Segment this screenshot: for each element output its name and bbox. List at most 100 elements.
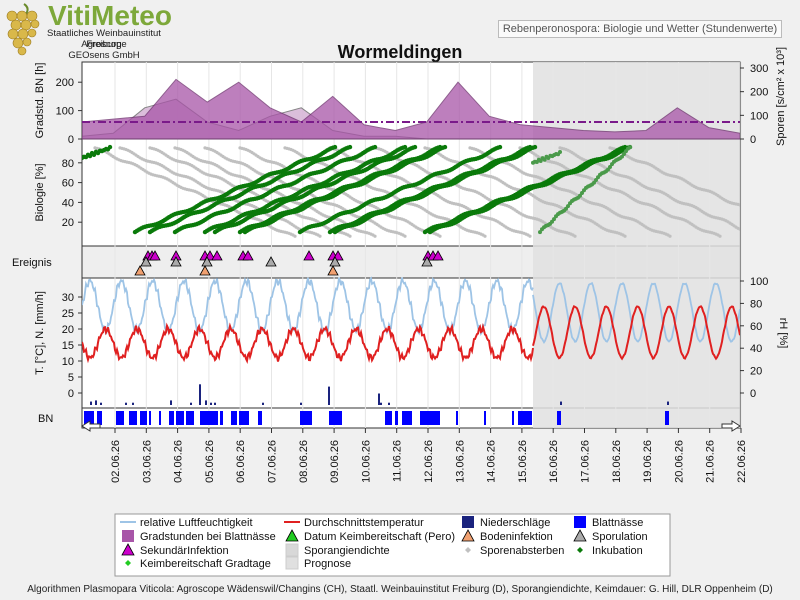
x-tick-label: 07.06.26 <box>267 440 279 483</box>
footer-credits: Algorithmen Plasmopara Viticola: Agrosco… <box>27 584 773 595</box>
bio-point <box>538 230 542 235</box>
humidity-forecast-line <box>532 281 740 345</box>
wetness-bar <box>149 411 151 425</box>
bio-point <box>754 212 757 215</box>
x-tick-label: 19.06.26 <box>642 440 654 483</box>
bio-point <box>558 150 562 154</box>
y-tick-label: 20 <box>750 366 762 378</box>
grape-logo-icon <box>6 3 40 56</box>
bio-point <box>573 234 577 238</box>
panel-label: Ereignis <box>12 257 52 269</box>
x-tick-label: 22.06.26 <box>736 440 748 483</box>
wetness-bar <box>402 411 412 425</box>
bio-point <box>794 230 797 233</box>
incubation-series <box>147 144 353 235</box>
legend-symbol <box>465 547 471 553</box>
legend-symbol <box>573 529 587 542</box>
y-tick-label: 25 <box>62 308 74 320</box>
page-title: Wormeldingen <box>337 42 463 62</box>
panel-label: BN <box>38 413 53 425</box>
rain-bar <box>205 400 207 405</box>
bio-point <box>762 216 765 219</box>
legend-symbol <box>285 556 299 570</box>
wetness-bar <box>116 411 124 425</box>
x-tick-label: 15.06.26 <box>517 440 529 483</box>
rain-bar <box>210 402 212 405</box>
event-sekundar-marker <box>432 250 444 261</box>
wetness-bar <box>176 411 184 425</box>
wetness-bar <box>395 411 398 425</box>
bio-point <box>756 213 759 216</box>
bio-point <box>347 144 353 150</box>
bio-point <box>774 219 777 222</box>
event-sporulation-marker <box>201 256 213 267</box>
legend-label: Sporangiendichte <box>304 545 390 557</box>
bio-point <box>293 234 297 238</box>
x-tick-label: 12.06.26 <box>423 440 435 483</box>
bio-point <box>746 230 749 233</box>
event-bodeninf-marker <box>134 265 146 276</box>
wetness-bar <box>385 411 392 425</box>
rain-bar <box>328 386 330 405</box>
incubation-series <box>242 144 448 235</box>
wetness-bar <box>300 411 312 425</box>
y-tick-label: 0 <box>750 388 756 400</box>
bio-point <box>788 228 791 231</box>
wetness-bar <box>420 411 440 425</box>
rain-bar <box>214 402 216 405</box>
x-tick-label: 16.06.26 <box>548 440 560 483</box>
bio-point <box>332 144 338 150</box>
y-axis-label: Sporen [s/cm² x 10³] <box>775 47 787 146</box>
bio-point <box>772 218 775 221</box>
bio-point <box>764 216 767 219</box>
bio-point <box>528 234 532 238</box>
legend-label: Inkubation <box>592 545 643 557</box>
rain-bar <box>388 402 390 405</box>
bio-point <box>668 234 672 238</box>
rain-bar <box>100 402 102 405</box>
x-tick-label: 04.06.26 <box>173 440 185 483</box>
bio-point <box>756 233 759 236</box>
y-tick-label: 20 <box>62 217 74 229</box>
x-tick-label: 13.06.26 <box>454 440 466 483</box>
bio-point <box>796 230 799 233</box>
bio-point <box>318 234 322 238</box>
y-tick-label: 80 <box>750 298 762 310</box>
bio-point <box>738 203 740 207</box>
wetness-bar <box>186 411 194 425</box>
bio-point <box>566 204 570 209</box>
y-axis-label: Gradstd. BN [h] <box>34 63 46 139</box>
legend-symbol <box>461 529 475 542</box>
legend-label: SekundärInfektion <box>140 545 229 557</box>
scroll-right-icon <box>721 420 741 432</box>
incubation-series <box>172 144 378 235</box>
rain-bar <box>125 402 127 405</box>
bio-point <box>542 157 547 162</box>
bio-point <box>768 217 771 220</box>
wetness-bar <box>200 411 208 425</box>
rain-bar <box>199 384 201 405</box>
legend-label: Sporenabsterben <box>480 545 564 557</box>
event-sporulation-marker <box>329 256 341 267</box>
x-tick-label: 11.06.26 <box>392 440 404 482</box>
event-sekundar-marker <box>211 250 223 261</box>
bio-point <box>782 224 785 227</box>
wetness-bar <box>159 411 161 425</box>
bio-point <box>608 165 612 169</box>
event-sporulation-marker <box>170 256 182 267</box>
rain-bar <box>262 402 264 405</box>
rain-bar <box>300 402 302 405</box>
wetness-bar <box>665 411 669 425</box>
bio-point <box>752 232 755 235</box>
bio-point <box>758 214 761 217</box>
bio-point <box>778 222 781 225</box>
x-tick-label: 14.06.26 <box>486 440 498 483</box>
event-sporulation-marker <box>140 256 152 267</box>
x-tick-label: 10.06.26 <box>360 440 372 483</box>
y-axis-label: rH [%] <box>777 318 789 349</box>
bio-point <box>750 210 753 213</box>
gradstunden-area <box>82 78 740 140</box>
y-tick-label: 0 <box>68 134 74 146</box>
y-tick-label: 40 <box>750 343 762 355</box>
legend-symbol <box>285 529 299 542</box>
